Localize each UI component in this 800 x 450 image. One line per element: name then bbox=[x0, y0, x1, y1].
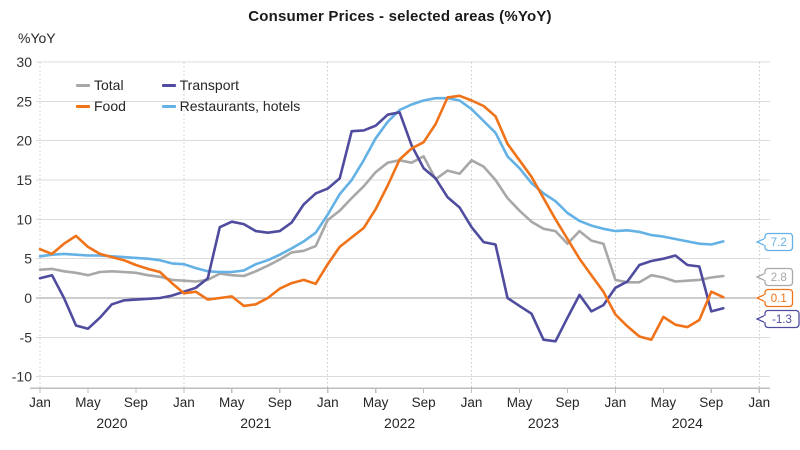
chart-title: Consumer Prices - selected areas (%YoY) bbox=[248, 8, 552, 25]
x-axis-month-label: Jan bbox=[461, 395, 483, 410]
y-axis-tick-label: 20 bbox=[16, 133, 32, 149]
legend-swatch-restaurants bbox=[161, 104, 176, 108]
legend-label-food: Food bbox=[94, 98, 126, 114]
chart-legend: Total Transport Food Restaurants, hotels bbox=[76, 77, 336, 114]
end-label-value-total: 2.8 bbox=[771, 272, 787, 284]
series-line-food bbox=[38, 94, 725, 342]
x-axis-year-label: 2020 bbox=[96, 415, 127, 431]
end-label-value-transport: -1.3 bbox=[772, 314, 792, 326]
x-axis-month-label: Jan bbox=[605, 395, 627, 410]
y-axis-tick-label: 15 bbox=[16, 172, 32, 188]
legend-label-transport: Transport bbox=[179, 77, 240, 93]
y-axis-tick-label: -5 bbox=[20, 329, 33, 345]
x-axis-month-label: May bbox=[507, 395, 533, 410]
end-label-value-food: 0.1 bbox=[771, 293, 787, 305]
legend-item-food: Food bbox=[76, 98, 162, 114]
x-axis-month-label: May bbox=[75, 395, 101, 410]
x-axis-month-label: May bbox=[219, 395, 245, 410]
x-axis-month-label: Sep bbox=[268, 395, 292, 410]
y-axis-tick-label: -10 bbox=[12, 369, 32, 385]
x-axis-year-label: 2021 bbox=[240, 415, 271, 431]
x-axis-month-label: May bbox=[363, 395, 389, 410]
legend-swatch-total bbox=[76, 83, 90, 87]
x-axis-year-label: 2023 bbox=[528, 415, 559, 431]
legend-swatch-transport bbox=[161, 83, 176, 87]
y-axis-tick-label: 25 bbox=[16, 93, 32, 109]
legend-item-total: Total bbox=[76, 77, 162, 93]
x-axis-month-label: Sep bbox=[699, 395, 723, 410]
x-axis-year-label: 2022 bbox=[384, 415, 415, 431]
y-axis-tick-label: 10 bbox=[16, 211, 32, 227]
legend-label-restaurants: Restaurants, hotels bbox=[179, 98, 301, 114]
x-axis-month-label: Jan bbox=[748, 395, 770, 410]
y-axis-tick-label: 30 bbox=[16, 54, 32, 70]
legend-item-transport: Transport bbox=[161, 77, 336, 93]
x-axis-month-label: Jan bbox=[173, 395, 195, 410]
series-line-transport bbox=[38, 111, 725, 343]
legend-item-restaurants: Restaurants, hotels bbox=[161, 98, 336, 114]
x-axis-month-label: Jan bbox=[317, 395, 339, 410]
series-line-total bbox=[38, 155, 725, 284]
x-axis-month-label: May bbox=[651, 395, 677, 410]
y-axis-tick-label: 5 bbox=[24, 251, 32, 267]
y-axis-unit-label: %YoY bbox=[18, 30, 56, 46]
x-axis-month-label: Sep bbox=[555, 395, 579, 410]
y-axis-tick-label: 0 bbox=[24, 290, 32, 306]
end-label-value-restaurants-hotels: 7.2 bbox=[771, 237, 787, 249]
legend-label-total: Total bbox=[94, 77, 124, 93]
x-axis-month-label: Jan bbox=[29, 395, 51, 410]
legend-swatch-food bbox=[76, 104, 90, 108]
x-axis-month-label: Sep bbox=[124, 395, 148, 410]
x-axis-month-label: Sep bbox=[412, 395, 436, 410]
series-line-restaurants-hotels bbox=[38, 96, 725, 274]
x-axis-year-label: 2024 bbox=[672, 415, 703, 431]
